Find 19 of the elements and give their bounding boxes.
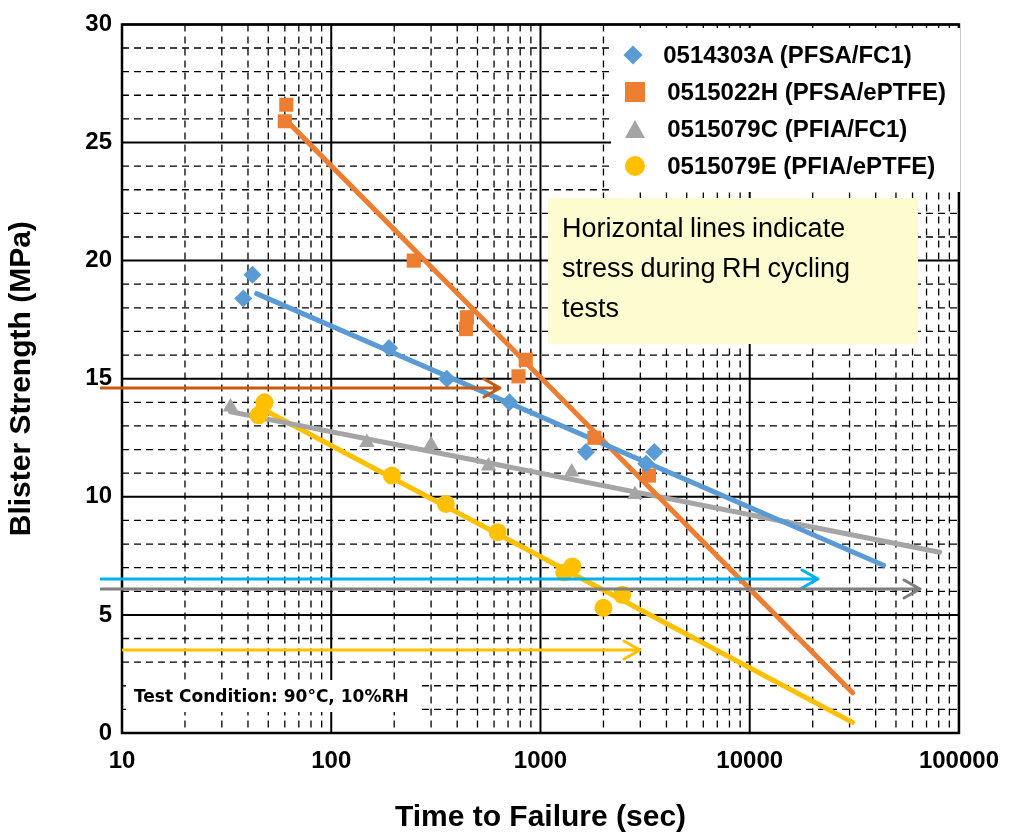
y-tick-label: 30 (85, 9, 112, 37)
y-tick-label: 10 (85, 481, 112, 509)
annotation: Test Condition: 90°C, 10%RH (126, 680, 417, 712)
x-tick-label: 1000 (513, 746, 568, 774)
legend-label: 0515079C (PFIA/FC1) (667, 114, 908, 143)
x-tick-label: 100 (311, 746, 352, 774)
annotation: Horizontal lines indicate stress during RH cycling tests (548, 198, 918, 344)
y-tick-label: 25 (85, 127, 112, 155)
y-tick-label: 0 (98, 717, 112, 745)
legend-label: 0515079E (PFIA/ePTFE) (667, 151, 936, 180)
x-tick-label: 10000 (716, 746, 784, 774)
y-tick-label: 15 (85, 363, 112, 391)
legend-label: 0514303A (PFSA/FC1) (663, 40, 912, 69)
y-tick-label: 20 (85, 245, 112, 273)
x-axis-title: Time to Failure (sec) (394, 799, 687, 833)
y-tick-label: 5 (98, 599, 112, 627)
x-tick-label: 100000 (918, 746, 999, 774)
y-axis-title: Blister Strength (MPa) (3, 221, 37, 537)
legend-label: 0515022H (PFSA/ePTFE) (667, 77, 946, 106)
